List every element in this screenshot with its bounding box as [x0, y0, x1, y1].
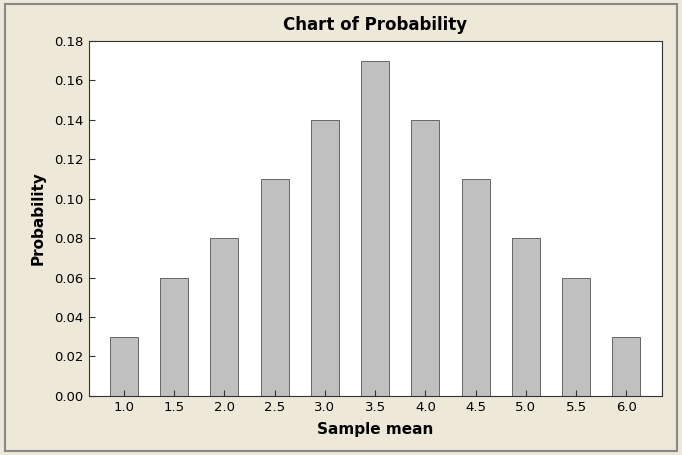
Bar: [462, 179, 490, 396]
Bar: [361, 61, 389, 396]
Bar: [311, 120, 339, 396]
Title: Chart of Probability: Chart of Probability: [283, 16, 467, 34]
Bar: [160, 278, 188, 396]
Bar: [110, 337, 138, 396]
Bar: [411, 120, 439, 396]
Bar: [562, 278, 590, 396]
Bar: [512, 238, 540, 396]
Bar: [210, 238, 239, 396]
X-axis label: Sample mean: Sample mean: [317, 422, 433, 437]
Y-axis label: Probability: Probability: [31, 172, 46, 265]
Bar: [261, 179, 288, 396]
Bar: [612, 337, 640, 396]
